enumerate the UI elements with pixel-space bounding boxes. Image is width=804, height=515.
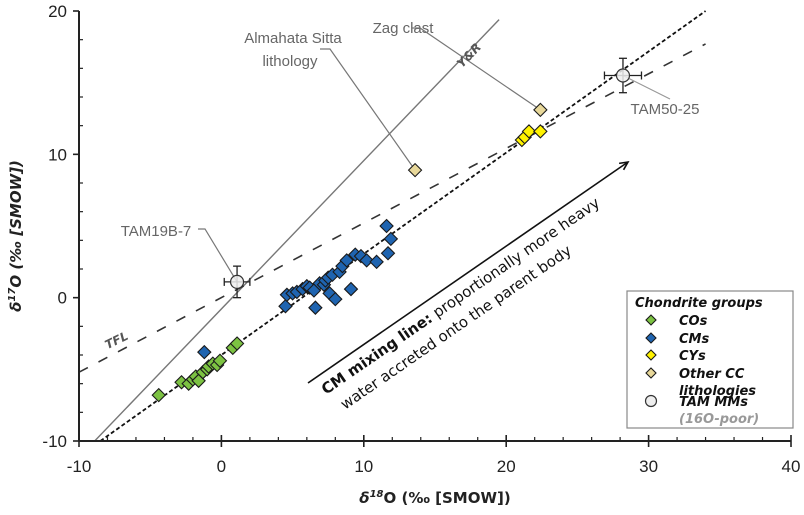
y-axis-title: δ17O (‰ [SMOW]) [7,160,25,312]
y-tick-label: 0 [58,289,67,308]
annotation-almahata-sitta: Almahata Sitta [244,30,342,47]
data-point [278,298,293,314]
series-cms [197,218,399,360]
axes [78,11,791,442]
legend-label: Other CC [679,367,745,382]
legend-label-2: lithologies [679,384,756,399]
annotations: Almahata Sitta lithology Zag clast TAM19B-7… [121,20,700,283]
x-tick-label: 0 [217,457,226,476]
tfl-line-label: TFL [103,329,131,352]
data-point [359,253,374,268]
legend-marker-diamond-icon [645,332,657,344]
legend-entry-cys: CYs [645,349,706,364]
legend-label: CMs [679,332,709,347]
reference-line-y-r [94,19,500,442]
data-point [339,253,354,268]
data-point [212,353,228,369]
data-point [521,124,537,139]
annotation-tam19b-7: TAM19B-7 [121,223,192,240]
mixing-arrow-line [307,161,629,384]
leader-line [412,27,541,111]
data-point [379,218,394,234]
legend-entry-other-cc: Other CC lithologies [645,367,756,399]
y-tick-label: -10 [42,432,67,451]
mixing-arrow-head-icon [618,160,630,171]
data-point [151,387,167,403]
legend-entry-cms: CMs [645,332,709,347]
legend-entry-tam-mms: TAM MMs (16O-poor) [644,394,759,427]
data-point [229,336,245,351]
legend-marker-diamond-icon [645,367,657,379]
annotation-tam50-25: TAM50-25 [631,101,700,118]
series-tam-mms-16o-poor [223,57,643,299]
data-point [369,254,384,270]
legend: Chondrite groups COs CMs CYs Other CC lithol… [626,290,794,429]
data-point [407,162,423,178]
annotation-zag-clast: Zag clast [373,20,435,37]
legend-marker-circle-icon [644,394,658,408]
x-tick-label: 30 [639,457,658,476]
data-point [383,231,399,247]
legend-title: Chondrite groups [635,296,763,311]
x-tick-label: 40 [782,457,801,476]
mixing-line-text: CM mixing line: proportionally more heav… [318,194,603,399]
legend-label: CYs [679,349,706,364]
leader-line [622,74,671,100]
leader-line [198,228,238,283]
data-point [533,124,548,139]
data-point [533,102,548,118]
data-point [197,344,212,360]
x-tick-label: -10 [67,457,92,476]
yr-line-label: Y&R [454,40,484,70]
x-tick-label: 20 [497,457,516,476]
annotation-almahata-sitta-2: lithology [262,53,318,70]
y-tick-label: 10 [48,145,67,164]
legend-entry-cos: COs [645,314,708,329]
data-point [229,274,245,289]
legend-label: COs [679,314,708,329]
data-points [151,57,643,403]
data-point [380,245,396,261]
legend-marker-diamond-icon [645,314,657,326]
x-axis-title: δ18O (‰ [SMOW]) [359,489,510,507]
reference-line-tfl [78,43,706,373]
leader-line [320,48,416,171]
data-point [308,300,323,315]
series-other-cc-lithologies [407,102,548,178]
data-point [328,291,343,307]
axis-ticks: -10 0 10 20 30 40 -10 0 10 20 [42,2,800,476]
mixing-line-text-2: water accreted onto the parent body [337,241,575,413]
x-tick-label: 10 [354,457,373,476]
data-point [615,68,631,83]
series-cys [514,124,548,148]
data-point [343,281,359,297]
legend-label-2: (16O-poor) [679,412,759,427]
legend-label: TAM MMs [679,395,748,410]
legend-marker-diamond-icon [645,349,657,361]
series-cos [151,336,245,403]
y-tick-label: 20 [48,2,67,21]
